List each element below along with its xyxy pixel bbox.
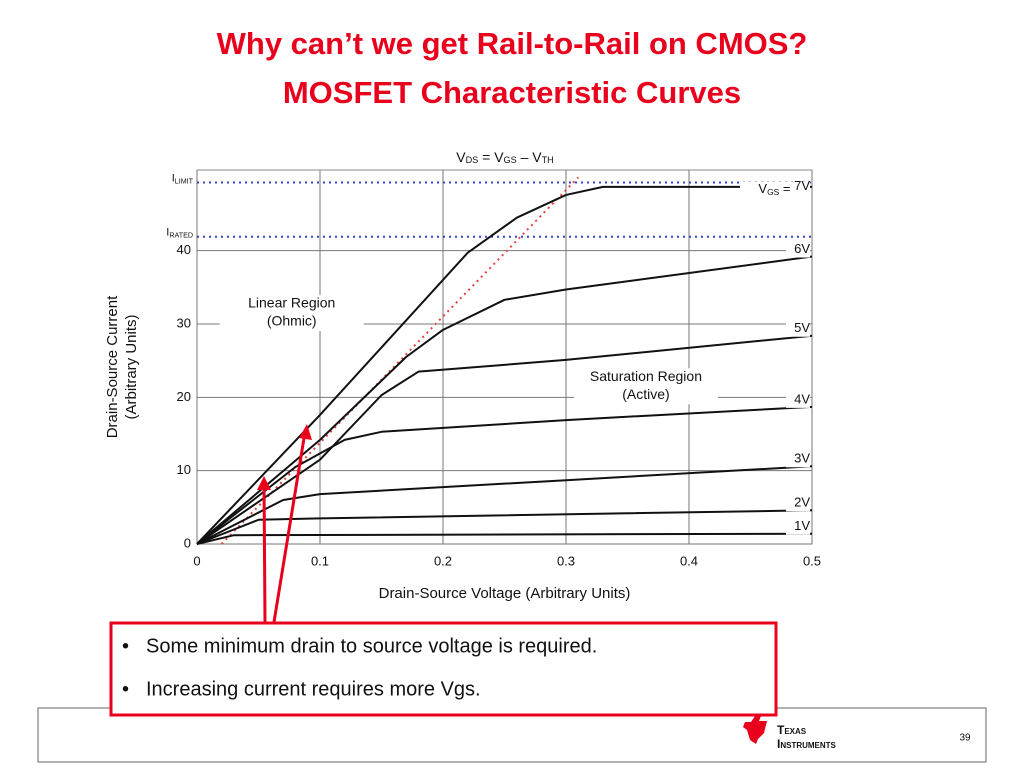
subscript: GS xyxy=(767,187,780,197)
label-bg xyxy=(786,518,810,535)
bullet-dot: • xyxy=(122,635,129,657)
legend-label: 6V xyxy=(794,241,810,256)
label: ILIMIT xyxy=(172,172,194,185)
y-tick-label: 40 xyxy=(177,242,191,257)
x-tick-label: 0.5 xyxy=(803,553,821,568)
x-tick-label: 0 xyxy=(193,553,200,568)
y-tick-label: 20 xyxy=(177,389,191,404)
x-tick-label: 0.3 xyxy=(557,553,575,568)
curve xyxy=(196,255,813,545)
label-part: = V xyxy=(478,149,504,165)
subscript: TH xyxy=(542,155,554,165)
curve xyxy=(196,532,813,545)
label-bg xyxy=(786,391,810,408)
label: VGS = 7V xyxy=(758,178,810,197)
curve xyxy=(196,405,813,545)
label-part: V xyxy=(758,181,767,196)
arrow xyxy=(262,481,267,623)
label-part: I xyxy=(172,172,175,184)
curve xyxy=(196,509,813,545)
legend-label: 4V xyxy=(794,391,810,406)
subscript: DS xyxy=(466,155,479,165)
label-part: V xyxy=(456,149,466,165)
logo-text: Instruments xyxy=(777,737,837,751)
boundary-line xyxy=(220,176,580,545)
label-bg xyxy=(219,295,364,313)
label-bg xyxy=(786,320,810,337)
subscript: GS xyxy=(504,155,517,165)
legend-label: 2V xyxy=(794,495,810,510)
arrow xyxy=(272,431,307,623)
region-label: Linear Region xyxy=(248,295,335,311)
legend-label: 7V xyxy=(794,178,810,193)
x-tick-label: 0.2 xyxy=(434,553,452,568)
label-bg xyxy=(573,368,718,387)
label: VDS = VGS – VTH xyxy=(456,149,553,166)
subscript: RATED xyxy=(169,232,193,240)
y-tick-label: 10 xyxy=(177,462,191,477)
legend-label: 1V xyxy=(794,518,810,533)
label-bg xyxy=(786,451,810,468)
curve xyxy=(196,465,813,545)
y-tick-label: 30 xyxy=(177,315,191,330)
label-bg xyxy=(786,241,810,258)
bullet: Some minimum drain to source voltage is … xyxy=(146,635,597,657)
bullet-box xyxy=(109,621,778,717)
label-part: = xyxy=(779,181,794,196)
arrow-head xyxy=(299,424,312,440)
label-part: – V xyxy=(517,149,543,165)
legend-label: 3V xyxy=(794,451,810,466)
region-label: (Ohmic) xyxy=(267,313,317,329)
arrow-head xyxy=(257,476,271,490)
region-label: (Active) xyxy=(622,386,669,402)
subscript: LIMIT xyxy=(175,177,194,185)
x-axis-label: Drain-Source Voltage (Arbitrary Units) xyxy=(379,585,631,602)
label-bg xyxy=(219,313,364,331)
label-bg xyxy=(573,386,718,405)
label: IRATED xyxy=(166,227,193,240)
y-axis-label: Drain-Source Current xyxy=(104,295,121,438)
legend-label: 5V xyxy=(794,320,810,335)
logo-text: Texas xyxy=(777,723,807,737)
logo-mark xyxy=(743,716,767,744)
label-part: I xyxy=(166,227,169,239)
label-bg xyxy=(786,495,810,512)
x-tick-label: 0.4 xyxy=(680,553,698,568)
chart: 0 0.1 0.2 0.3 0.4 0.5010203040ILIMITIRATEDLin… xyxy=(104,149,821,602)
bullet-dot: • xyxy=(122,678,129,700)
x-tick-label: 0.1 xyxy=(311,553,329,568)
title: Why can’t we get Rail-to-Rail on CMOS? xyxy=(217,26,808,61)
title: MOSFET Characteristic Curves xyxy=(283,75,741,110)
label-bg xyxy=(740,181,810,198)
curve xyxy=(196,185,812,545)
region-label: Saturation Region xyxy=(590,368,702,384)
y-axis-label: (Arbitrary Units) xyxy=(123,314,140,419)
bullet: Increasing current requires more Vgs. xyxy=(146,678,481,700)
page-number: 39 xyxy=(959,733,971,744)
y-tick-label: 0 xyxy=(184,535,191,550)
